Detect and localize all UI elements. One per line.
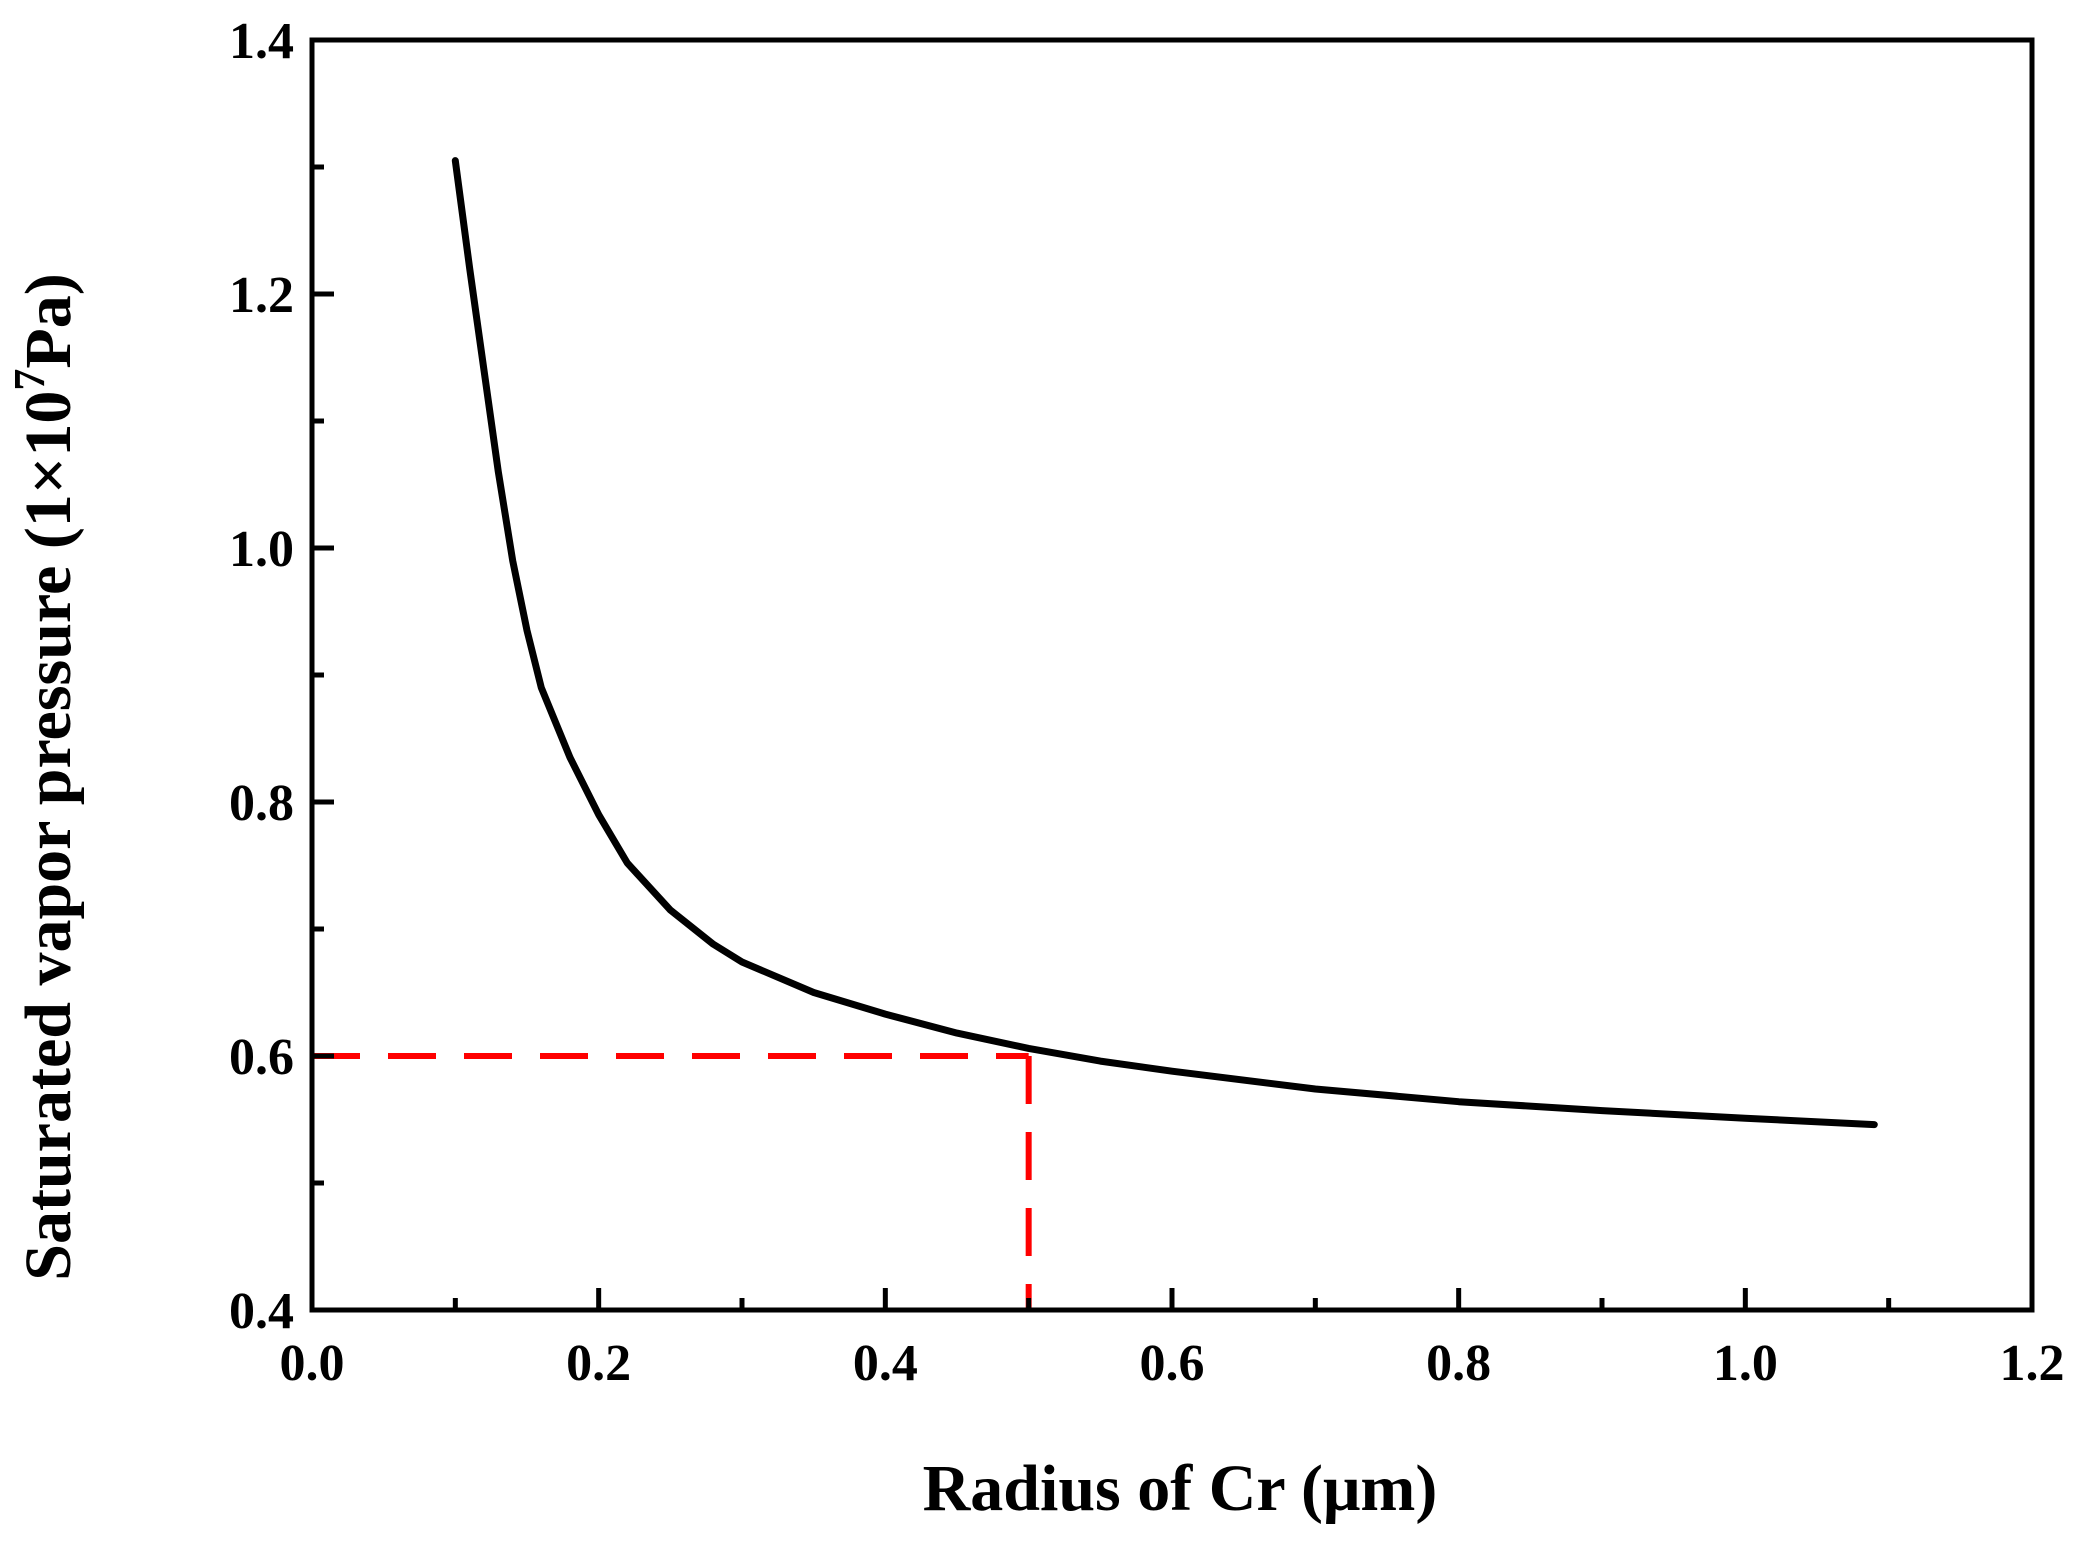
- y-axis-title: Saturated vapor pressure (1×107Pa): [5, 273, 85, 1280]
- series-line: [451, 157, 1878, 1129]
- y-tick-label: 1.0: [229, 521, 294, 578]
- y-tick-label: 1.4: [229, 13, 294, 70]
- y-tick-label: 0.4: [229, 1283, 294, 1340]
- x-tick-label: 0.4: [853, 1335, 918, 1392]
- y-axis-title-end: Pa): [12, 273, 85, 368]
- y-tick-label: 0.6: [229, 1029, 294, 1086]
- y-tick-label: 1.2: [229, 267, 294, 324]
- x-tick-label: 0.8: [1426, 1335, 1491, 1392]
- plot-frame: [309, 37, 2035, 1313]
- ticks-layer: 0.0 0.2 0.4 0.6 0.8 1.0 1.2 0.4 0.6 0.8 1.0 1.2 1.4: [229, 13, 2065, 1392]
- reference-lines: [312, 1053, 1032, 1310]
- y-tick-label: 0.8: [229, 775, 294, 832]
- x-axis-title: Radius of Cr (μm): [923, 1452, 1438, 1525]
- y-axis-title-main: Saturated vapor pressure (1×10: [12, 391, 85, 1281]
- y-axis-title-group: Saturated vapor pressure (1×107Pa): [5, 273, 85, 1280]
- x-tick-label: 1.0: [1713, 1335, 1778, 1392]
- x-tick-label: 0.6: [1140, 1335, 1205, 1392]
- series-layer: [451, 157, 1878, 1129]
- x-tick-label: 1.2: [2000, 1335, 2065, 1392]
- y-axis-title-superscript: 7: [5, 369, 54, 391]
- x-tick-label: 0.2: [566, 1335, 631, 1392]
- x-tick-label: 0.0: [280, 1335, 345, 1392]
